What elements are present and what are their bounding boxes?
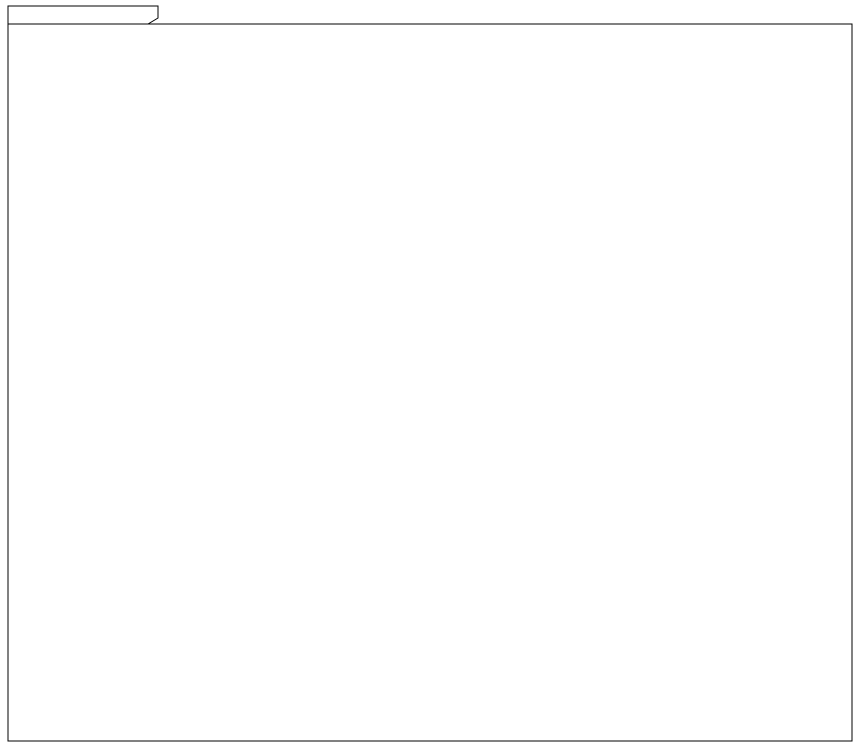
uml-class-diagram bbox=[0, 0, 860, 747]
